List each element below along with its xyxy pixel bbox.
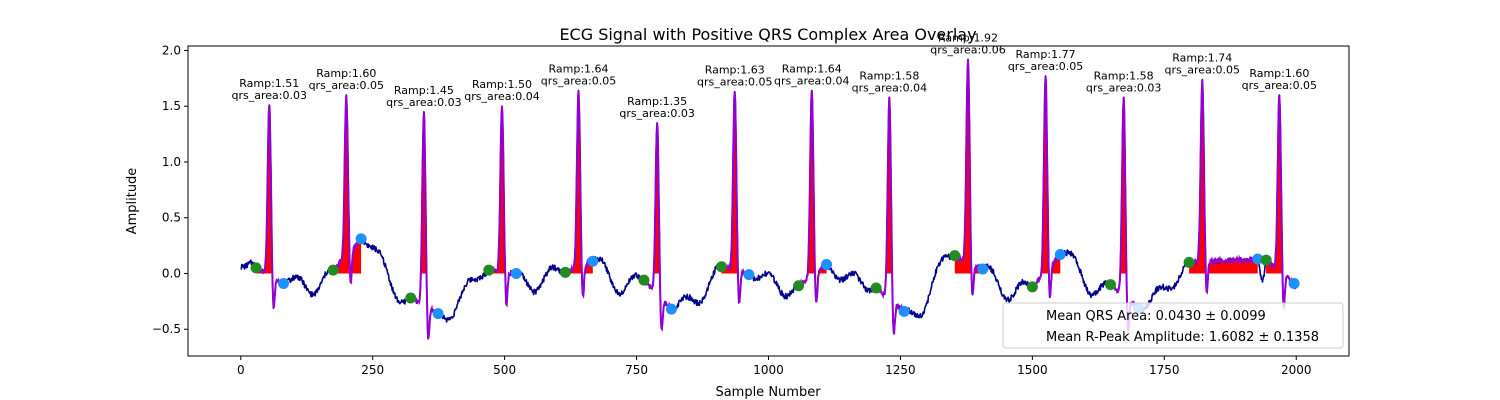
- qrs-offset-marker-2: [355, 233, 367, 245]
- qrs-area-label-12: qrs_area:0.03: [1086, 81, 1161, 94]
- qrs-onset-marker-10: [949, 250, 961, 262]
- qrs-offset-marker-4: [510, 267, 522, 279]
- r-amplitude-label-12: Ramp:1.58: [1094, 69, 1154, 82]
- qrs-onset-marker-2: [327, 264, 339, 276]
- qrs-area-label-9: qrs_area:0.04: [852, 81, 927, 94]
- qrs-onset-marker-3: [405, 292, 417, 304]
- qrs-area-label-5: qrs_area:0.05: [541, 75, 616, 88]
- qrs-offset-marker-3: [432, 308, 444, 320]
- legend-entry-r-amplitude: Mean R-Peak Amplitude: 1.6082 ± 0.1358: [1046, 330, 1319, 345]
- y-tick-label-4: 1.5: [162, 99, 181, 113]
- r-amplitude-label-2: Ramp:1.60: [316, 67, 376, 80]
- qrs-offset-marker-8: [821, 259, 833, 271]
- qrs-area-fill-14: [1266, 95, 1295, 274]
- qrs-onset-marker-7: [716, 261, 728, 273]
- qrs-area-label-8: qrs_area:0.04: [774, 75, 849, 88]
- qrs-area-label-6: qrs_area:0.03: [619, 107, 694, 120]
- y-tick-label-2: 0.5: [162, 211, 181, 225]
- qrs-area-label-13: qrs_area:0.05: [1165, 63, 1240, 76]
- r-amplitude-label-11: Ramp:1.77: [1016, 48, 1076, 61]
- marker-layer: [250, 233, 1300, 320]
- qrs-area-label-7: qrs_area:0.05: [697, 76, 772, 89]
- r-amplitude-label-14: Ramp:1.60: [1249, 67, 1309, 80]
- qrs-onset-marker-11: [1026, 281, 1038, 293]
- chart-title: ECG Signal with Positive QRS Complex Are…: [559, 25, 976, 44]
- r-amplitude-label-3: Ramp:1.45: [394, 84, 454, 97]
- tick-layer: 0 250 500 750 1000 1250 1500 1750 2000 −0.5 0.0 0.5…: [152, 43, 1312, 377]
- r-amplitude-label-1: Ramp:1.51: [239, 77, 299, 90]
- x-axis-label: Sample Number: [715, 385, 821, 400]
- legend: Mean QRS Area: 0.0430 ± 0.0099 Mean R-Pe…: [1002, 302, 1344, 349]
- r-amplitude-label-8: Ramp:1.64: [782, 63, 842, 76]
- y-tick-label-3: 1.0: [162, 155, 181, 169]
- qrs-onset-marker-5: [559, 266, 571, 278]
- qrs-area-label-11: qrs_area:0.05: [1008, 60, 1083, 73]
- legend-box: [1002, 302, 1344, 349]
- qrs-onset-marker-13: [1183, 256, 1195, 268]
- x-tick-label-7: 1750: [1149, 363, 1180, 377]
- x-tick-label-8: 2000: [1281, 363, 1312, 377]
- annotation-layer: Ramp:1.51qrs_area:0.03Ramp:1.60qrs_area:…: [232, 31, 1318, 120]
- x-tick-label-5: 1250: [885, 363, 916, 377]
- x-tick-label-0: 0: [237, 363, 245, 377]
- x-tick-label-1: 250: [361, 363, 384, 377]
- qrs-offset-marker-5: [587, 255, 599, 267]
- qrs-area-fill-1: [256, 105, 284, 274]
- qrs-offset-marker-10: [977, 263, 989, 275]
- qrs-offset-marker-14: [1288, 278, 1300, 290]
- qrs-onset-marker-6: [638, 274, 650, 286]
- qrs-area-label-10: qrs_area:0.06: [930, 43, 1005, 56]
- qrs-segment-11: [1031, 76, 1061, 298]
- qrs-area-fill-10: [954, 59, 983, 274]
- qrs-onset-marker-12: [1104, 279, 1116, 291]
- qrs-segment-2: [332, 95, 363, 285]
- r-amplitude-label-13: Ramp:1.74: [1172, 51, 1232, 64]
- qrs-area-label-2: qrs_area:0.05: [309, 79, 384, 92]
- qrs-segment-6: [643, 122, 673, 332]
- qrs-area-fill-11: [1032, 76, 1061, 274]
- qrs-onset-marker-8: [793, 280, 805, 292]
- r-amplitude-label-5: Ramp:1.64: [548, 63, 608, 76]
- qrs-offset-marker-7: [743, 269, 755, 281]
- r-amplitude-label-7: Ramp:1.63: [705, 64, 765, 77]
- r-amplitude-label-6: Ramp:1.35: [627, 95, 687, 108]
- qrs-area-label-3: qrs_area:0.03: [386, 96, 461, 109]
- r-amplitude-label-10: Ramp:1.92: [938, 31, 998, 44]
- y-tick-label-5: 2.0: [162, 43, 181, 57]
- qrs-area-fill-6: [644, 122, 672, 274]
- y-tick-label-1: 0.0: [162, 266, 181, 280]
- qrs-onset-marker-1: [250, 262, 262, 274]
- qrs-onset-marker-4: [483, 264, 495, 276]
- qrs-offset-marker-1: [278, 278, 290, 290]
- x-tick-label-6: 1500: [1017, 363, 1048, 377]
- x-tick-label-3: 750: [625, 363, 648, 377]
- x-tick-label-2: 500: [493, 363, 516, 377]
- qrs-segment-13: [1188, 79, 1259, 295]
- qrs-offset-marker-9: [898, 305, 910, 317]
- qrs-area-fill-2: [333, 95, 362, 274]
- r-amplitude-label-4: Ramp:1.50: [472, 78, 532, 91]
- qrs-area-fill-13: [1189, 79, 1258, 274]
- qrs-area-label-1: qrs_area:0.03: [232, 89, 307, 102]
- qrs-area-label-4: qrs_area:0.04: [464, 90, 539, 103]
- legend-entry-qrs-area: Mean QRS Area: 0.0430 ± 0.0099: [1046, 309, 1266, 324]
- r-amplitude-label-9: Ramp:1.58: [859, 69, 919, 82]
- qrs-offset-marker-13: [1252, 253, 1264, 265]
- qrs-area-fill-7: [721, 91, 749, 274]
- qrs-onset-marker-14: [1260, 254, 1272, 266]
- y-axis-label: Amplitude: [125, 168, 140, 235]
- x-tick-label-4: 1000: [753, 363, 784, 377]
- qrs-area-label-14: qrs_area:0.05: [1242, 79, 1317, 92]
- qrs-offset-marker-6: [665, 303, 677, 315]
- qrs-area-fill-5: [565, 90, 593, 274]
- qrs-offset-marker-11: [1054, 249, 1066, 261]
- qrs-area-fill-4: [488, 106, 517, 274]
- qrs-area-fill-3: [410, 111, 439, 274]
- qrs-onset-marker-9: [870, 282, 882, 294]
- y-tick-label-0: −0.5: [152, 322, 181, 336]
